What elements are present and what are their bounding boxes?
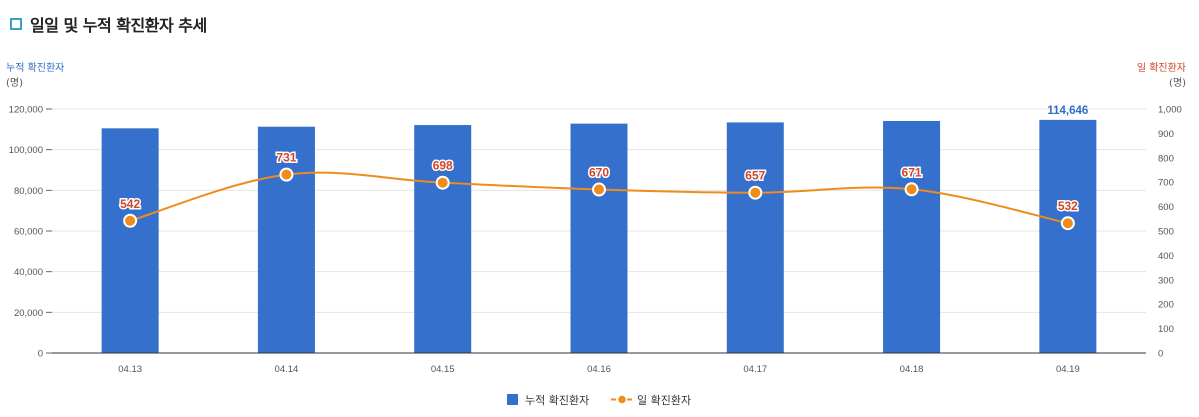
line-point: [748, 185, 763, 200]
left-axis-unit: (명): [6, 77, 23, 89]
left-axis-title: 누적 확진환자: [6, 62, 64, 74]
left-tick-label: 60,000: [14, 227, 43, 238]
line-point: [904, 182, 919, 197]
x-tick-label: 04.14: [275, 364, 299, 375]
line-data-label: 671: [902, 165, 922, 179]
right-tick-label: 100: [1158, 324, 1174, 335]
x-tick-label: 04.19: [1056, 364, 1080, 375]
line-data-label: 698: [433, 159, 453, 173]
x-tick-label: 04.18: [900, 364, 924, 375]
bar: [726, 122, 784, 353]
line-point: [435, 175, 450, 190]
x-tick-label: 04.13: [118, 364, 142, 375]
right-tick-label: 600: [1158, 202, 1174, 213]
x-tick-label: 04.15: [431, 364, 455, 375]
bar: [883, 120, 941, 353]
line-data-label: 670: [589, 166, 609, 180]
bar-data-labels: 114,646: [1047, 105, 1088, 117]
right-tick-label: 900: [1158, 129, 1174, 140]
x-axis-ticks: 04.13 04.14 04.15 04.16 04.17 04.18 04.19: [118, 364, 1079, 375]
bar: [257, 126, 315, 353]
right-axis-title: 일 확진환자: [1137, 62, 1186, 74]
left-tick-label: 80,000: [14, 186, 43, 197]
legend: 누적 확진환자 일 확진환자: [507, 393, 691, 407]
right-axis-ticks: 0 100 200 300 400 500 600 700 800 900 1,000: [1158, 105, 1182, 360]
right-tick-label: 800: [1158, 153, 1174, 164]
title-square-icon: [10, 18, 22, 30]
right-tick-label: 300: [1158, 275, 1174, 286]
x-tick-label: 04.17: [743, 364, 767, 375]
chart-title-wrap: 일일 및 누적 확진환자 추세: [10, 12, 207, 36]
bar: [414, 125, 472, 354]
right-tick-label: 1,000: [1158, 105, 1182, 116]
bar: [101, 128, 159, 353]
line-point: [1060, 216, 1075, 231]
line-data-label: 731: [276, 151, 296, 165]
right-tick-label: 500: [1158, 227, 1174, 238]
right-tick-label: 0: [1158, 349, 1163, 360]
bar-series: [101, 119, 1097, 354]
right-tick-label: 200: [1158, 300, 1174, 311]
right-tick-label: 700: [1158, 178, 1174, 189]
left-tick-label: 120,000: [9, 105, 43, 116]
line-data-labels: 542 731 698 670 657 671 532: [119, 149, 1080, 215]
line-data-label: 542: [120, 197, 140, 211]
legend-bar-label: 누적 확진환자: [525, 394, 589, 407]
left-tick-label: 0: [38, 349, 43, 360]
bar-data-label: 114,646: [1047, 105, 1088, 117]
left-tick-label: 40,000: [14, 267, 43, 278]
bar: [570, 123, 628, 353]
right-axis-unit: (명): [1169, 77, 1186, 89]
line-point: [592, 182, 606, 197]
line-point: [279, 167, 294, 182]
legend-bar-swatch: [507, 394, 518, 405]
bar: [1039, 119, 1097, 353]
x-tick-label: 04.16: [587, 364, 611, 375]
line-data-label: 532: [1058, 199, 1078, 213]
line-data-label: 657: [745, 169, 765, 183]
chart-title: 일일 및 누적 확진환자 추세: [30, 16, 207, 35]
left-tick-label: 100,000: [9, 145, 43, 156]
left-axis-ticks: 0 20,000 40,000 60,000 80,000 100,000 120,000: [9, 105, 52, 360]
line-point: [123, 213, 138, 228]
line-points: [123, 167, 1075, 231]
right-tick-label: 400: [1158, 251, 1174, 262]
left-tick-label: 20,000: [14, 308, 43, 319]
legend-line-marker: [616, 394, 628, 405]
legend-line-label: 일 확진환자: [637, 393, 691, 407]
